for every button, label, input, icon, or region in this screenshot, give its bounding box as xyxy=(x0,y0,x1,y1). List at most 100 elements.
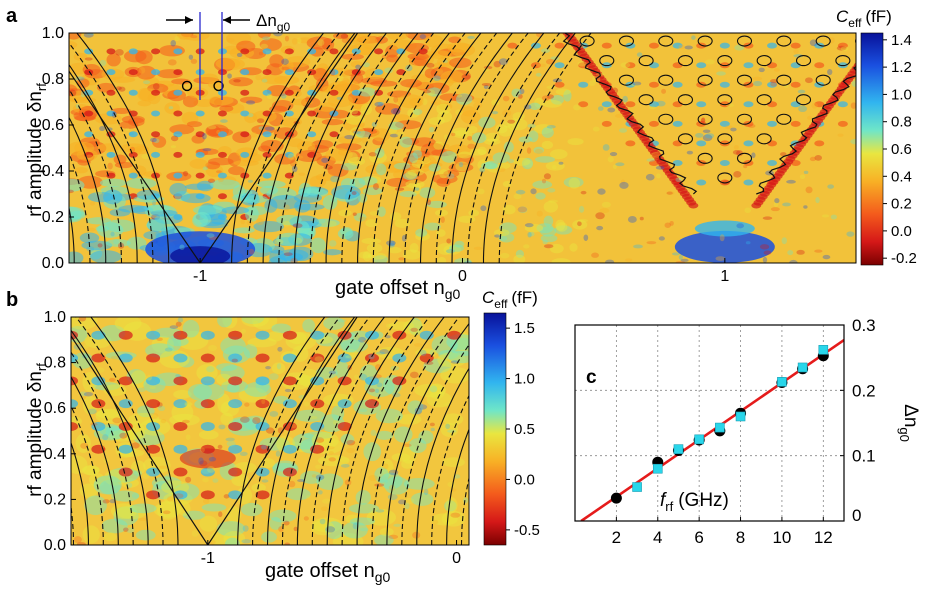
heatmap-cell xyxy=(410,492,434,506)
heatmap-cell xyxy=(402,172,418,180)
heatmap-cell xyxy=(781,237,787,245)
x-tick-label: 2 xyxy=(612,528,621,547)
heatmap-cell xyxy=(790,81,801,88)
heatmap-cell xyxy=(596,225,604,231)
heatmap-cell xyxy=(185,434,191,441)
heatmap-cell xyxy=(105,239,131,247)
heatmap-cell xyxy=(87,227,96,232)
heatmap-cell xyxy=(337,421,352,431)
heatmap-cell xyxy=(146,399,161,409)
heatmap-cell xyxy=(684,45,693,50)
heatmap-cell xyxy=(328,457,336,462)
heatmap-cell xyxy=(114,317,142,332)
heatmap-cell xyxy=(86,246,95,252)
data-point-cyan xyxy=(694,434,704,445)
heatmap-cell xyxy=(338,209,352,217)
heatmap-cell xyxy=(99,479,121,495)
heatmap-cell xyxy=(331,185,361,200)
heatmap-cell xyxy=(696,179,707,186)
heatmap-cell xyxy=(153,501,182,518)
heatmap-cell xyxy=(141,153,150,160)
heatmap-cell xyxy=(322,85,344,94)
heatmap-cell xyxy=(259,38,282,51)
heatmap-cell xyxy=(413,108,423,115)
heatmap-cell xyxy=(793,49,799,54)
x-tick-label: 1 xyxy=(720,268,729,285)
heatmap-cell xyxy=(346,447,355,454)
heatmap-cell xyxy=(536,223,554,234)
heatmap-cell xyxy=(359,527,369,532)
heatmap-cell xyxy=(318,490,323,495)
heatmap-cell xyxy=(730,127,737,132)
data-point-cyan xyxy=(632,482,642,492)
heatmap-cell xyxy=(374,147,385,159)
heatmap-cell xyxy=(391,452,411,462)
heatmap-cell xyxy=(497,126,514,137)
heatmap-cell xyxy=(282,376,297,386)
x-tick-label: 6 xyxy=(694,528,703,547)
heatmap-cell xyxy=(267,331,284,342)
contour-v-line xyxy=(199,33,359,263)
heatmap-cell xyxy=(796,249,805,255)
heatmap-cell xyxy=(217,110,227,117)
heatmap-cell xyxy=(342,521,368,539)
heatmap-cell xyxy=(437,110,453,123)
heatmap-cell xyxy=(370,80,398,87)
heatmap-cell xyxy=(423,361,434,366)
heatmap-cell xyxy=(323,165,333,170)
heatmap-cell xyxy=(269,509,297,523)
heatmap-cell xyxy=(153,138,160,144)
heatmap-cell xyxy=(282,220,291,227)
heatmap-cell xyxy=(515,189,526,195)
heatmap-cell xyxy=(317,218,326,224)
heatmap-cell xyxy=(363,442,382,462)
heatmap-cell xyxy=(515,249,524,258)
heatmap-cell xyxy=(71,421,78,431)
y-tick-label: 0.2 xyxy=(44,491,66,508)
heatmap-cell xyxy=(95,409,120,419)
heatmap-cell xyxy=(133,470,143,477)
contour-v-line xyxy=(207,317,358,545)
heatmap-cell xyxy=(743,164,748,169)
heatmap-cell xyxy=(433,519,439,525)
heatmap-cell xyxy=(350,108,359,115)
heatmap-cell xyxy=(601,42,612,49)
heatmap-a-features xyxy=(69,33,856,263)
heatmap-cell xyxy=(135,50,153,65)
heatmap-cell xyxy=(82,464,100,476)
heatmap-cell xyxy=(719,234,725,242)
contour-dashed xyxy=(246,33,340,263)
heatmap-cell xyxy=(354,212,367,222)
heatmap-cell xyxy=(381,463,389,470)
heatmap-cell xyxy=(592,126,600,132)
heatmap-cell xyxy=(195,131,205,138)
heatmap-cell xyxy=(217,393,231,414)
x-tick-label: 0 xyxy=(458,268,467,285)
heatmap-cell xyxy=(218,511,223,518)
heatmap-cell xyxy=(311,520,335,536)
heatmap-cell xyxy=(769,79,778,84)
heatmap-cell xyxy=(364,330,379,340)
heatmap-cell xyxy=(443,375,449,380)
heatmap-cell xyxy=(481,82,492,87)
heatmap-cell xyxy=(358,87,376,97)
contour-dashed xyxy=(0,317,14,545)
heatmap-cell xyxy=(269,249,286,263)
marker-circle-icon xyxy=(181,80,193,92)
heatmap-cell xyxy=(295,203,325,211)
delta-label: Δng0 xyxy=(256,11,290,34)
heatmap-cell xyxy=(173,131,183,138)
heatmap-cell xyxy=(156,500,180,520)
heatmap-cell xyxy=(106,89,116,96)
heatmap-cell xyxy=(454,240,465,248)
heatmap-cell xyxy=(534,97,544,108)
heatmap-cell xyxy=(314,356,324,362)
heatmap-cell xyxy=(591,252,599,258)
heatmap-cell xyxy=(405,170,417,179)
heatmap-cell xyxy=(104,219,136,233)
heatmap-cell xyxy=(529,102,541,110)
y-tick-label: 1.0 xyxy=(44,309,66,326)
heatmap-cell xyxy=(379,349,389,355)
colorbar-a-title: Ceff (fF) xyxy=(836,7,892,30)
data-point-cyan xyxy=(652,463,663,474)
